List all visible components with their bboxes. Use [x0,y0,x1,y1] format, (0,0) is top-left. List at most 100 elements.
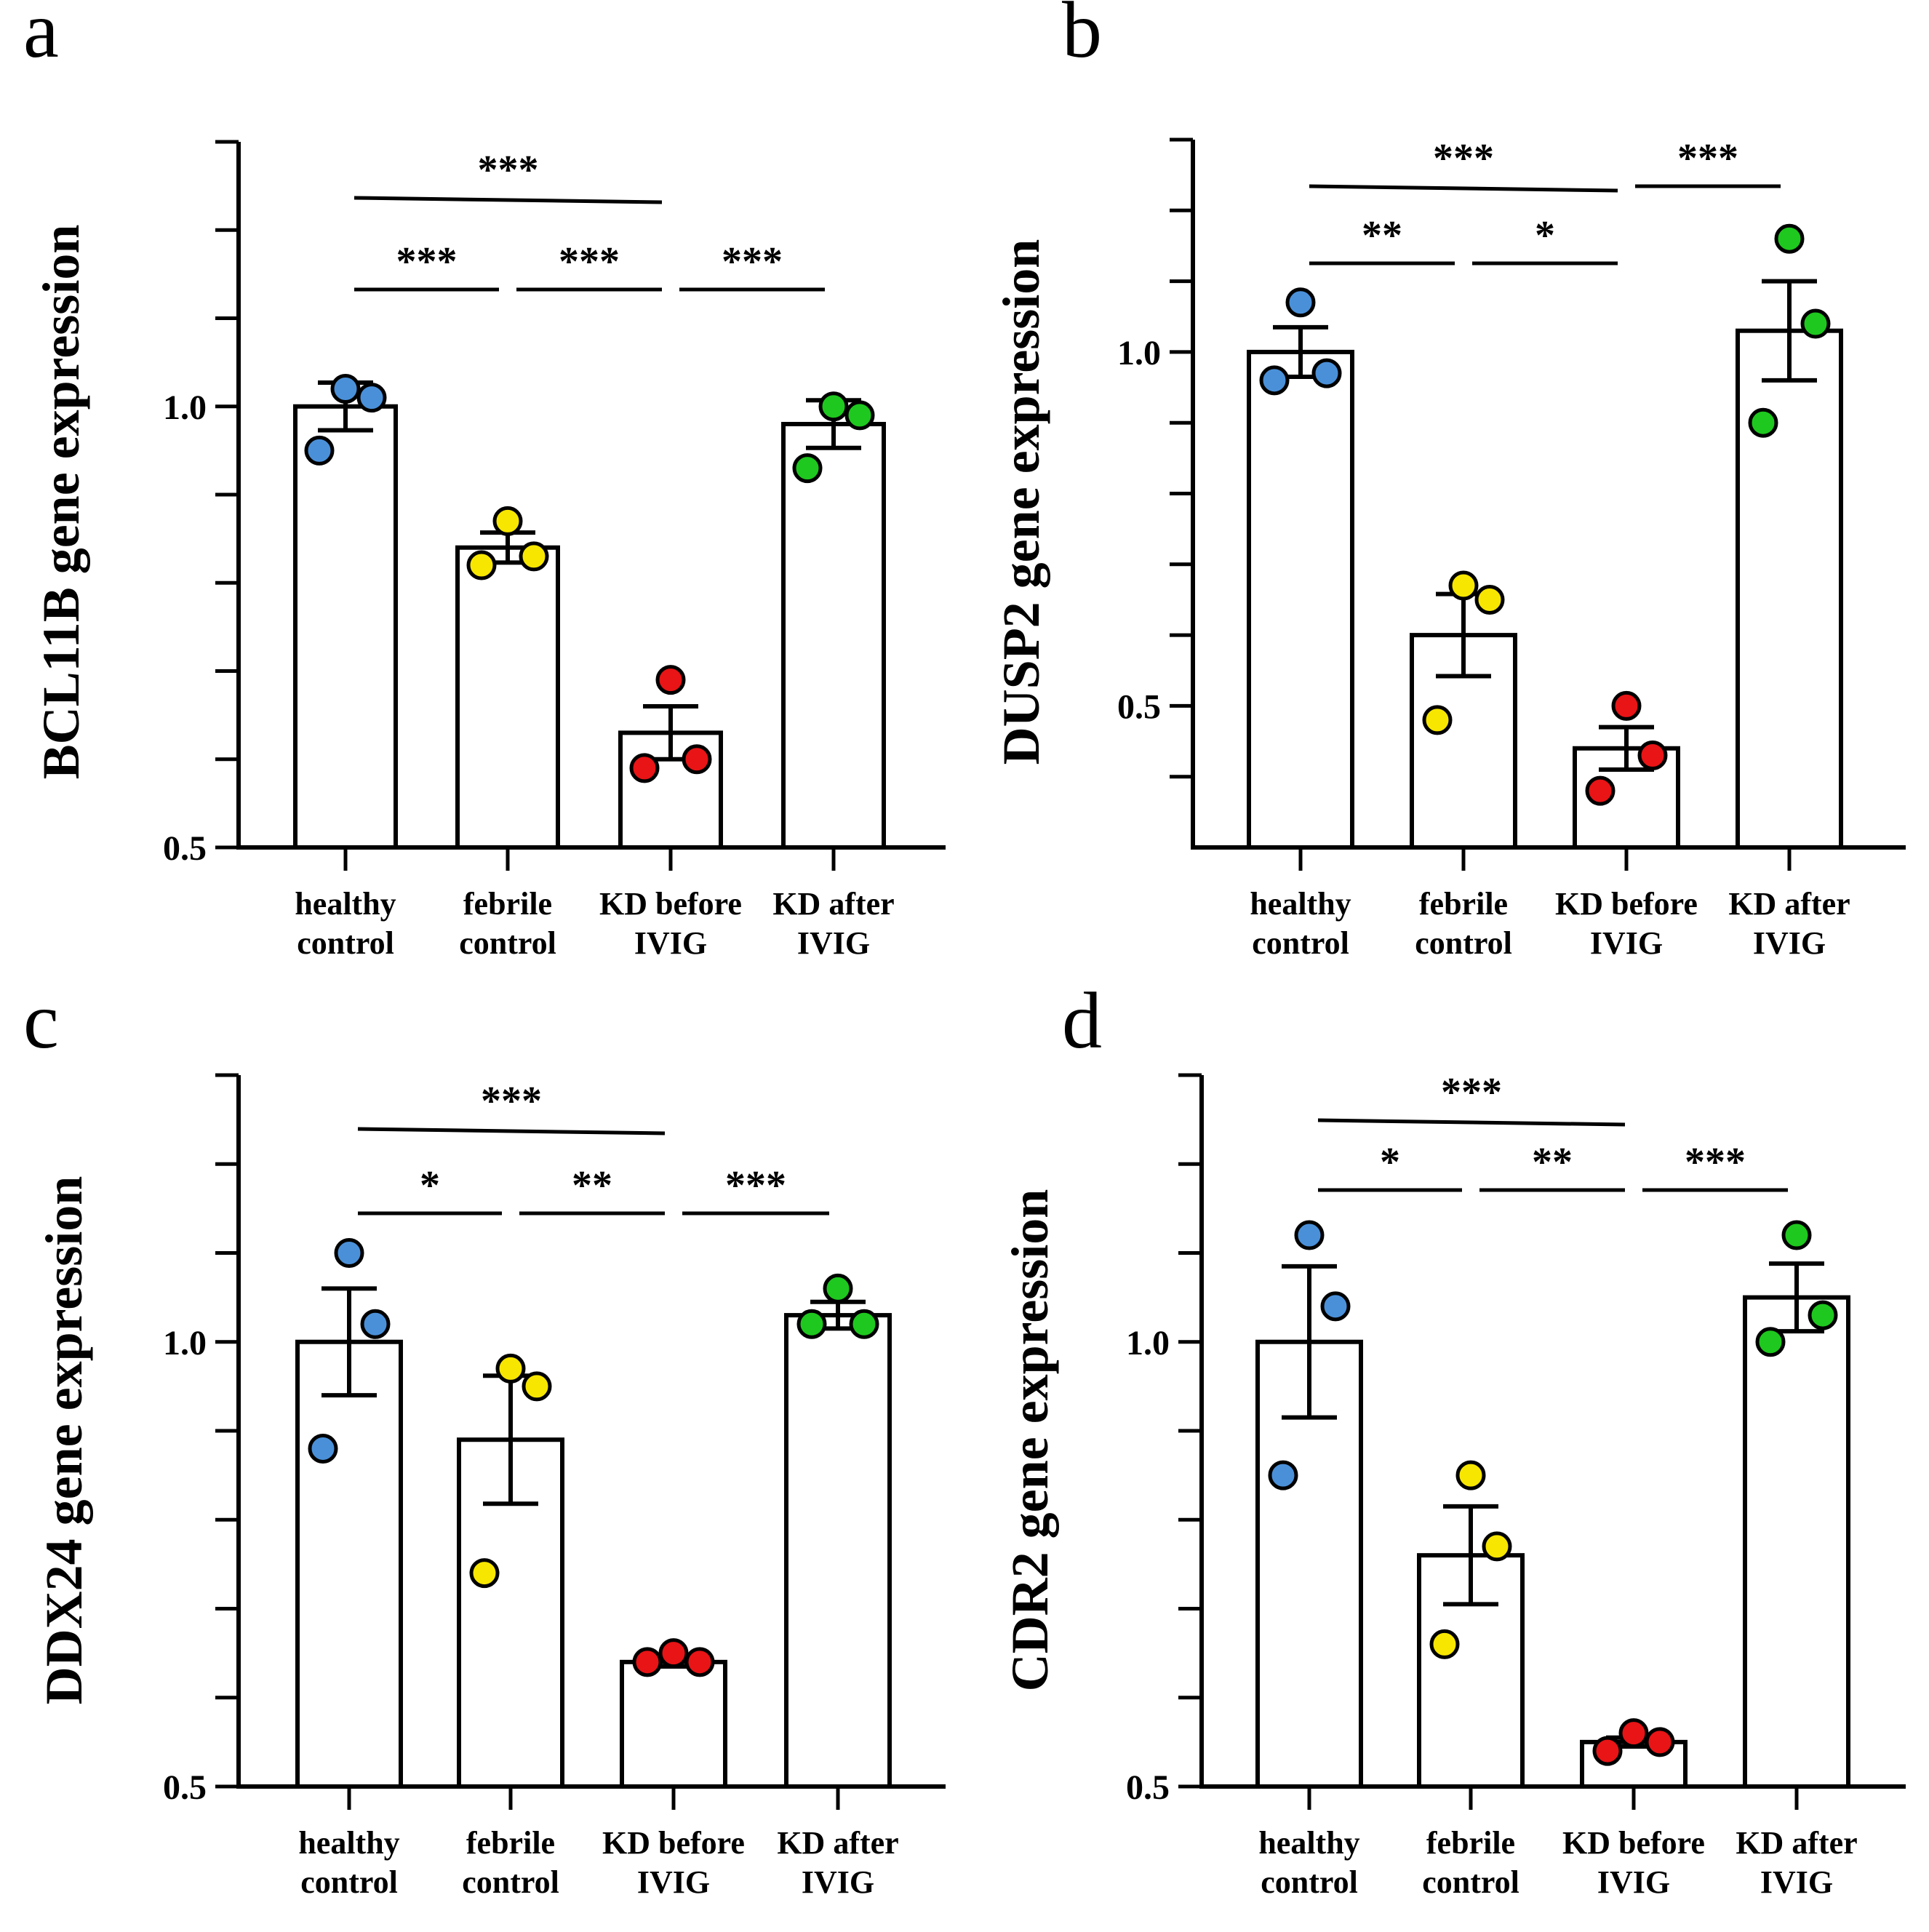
bar [1247,349,1354,850]
data-point [818,391,849,422]
significance-label: *** [396,239,458,284]
data-point [1259,365,1290,396]
panel-letter: c [23,976,59,1065]
panel-letter: b [1062,0,1102,74]
data-point [1611,690,1642,721]
x-tick-label: IVIG [1590,925,1663,961]
y-tick-label: 1.0 [1117,334,1161,372]
data-point [1311,358,1342,388]
data-point [629,753,660,783]
y-tick-label: 0.5 [163,829,207,868]
panel-letter: a [23,0,59,74]
data-point [1618,1718,1649,1749]
significance-label: ** [1362,213,1402,258]
data-point [334,1238,364,1268]
x-tick-label: febrile [466,1825,555,1861]
significance-label: * [1380,1140,1400,1185]
x-tick-label: IVIG [634,925,707,961]
x-tick-label: control [300,1864,398,1900]
data-point [1800,308,1831,339]
data-point [1448,570,1479,601]
significance-label: ** [1532,1140,1573,1185]
data-point [519,541,549,572]
x-tick-label: IVIG [797,925,870,961]
significance-label: * [1535,213,1555,258]
x-tick-label: IVIG [637,1864,710,1900]
data-point [466,550,497,580]
data-point [360,1309,391,1339]
x-tick-label: control [1415,925,1512,961]
y-tick-label: 0.5 [163,1768,207,1807]
data-point [684,1647,715,1677]
data-point [632,1647,663,1677]
x-tick-label: IVIG [1597,1864,1670,1900]
y-tick-label: 1.0 [1126,1324,1170,1362]
y-axis-title: DUSP2 gene expression [992,239,1050,765]
data-point [655,665,686,695]
significance-line [1309,184,1618,193]
data-point [1294,1220,1325,1250]
data-point [1268,1460,1298,1490]
data-point [1645,1727,1675,1757]
x-tick-label: control [462,1864,559,1900]
significance-label: ** [572,1163,612,1208]
y-axis-title: CDR2 gene expression [1001,1189,1059,1692]
significance-line [354,196,663,204]
bar [455,545,560,850]
bar [1736,328,1843,850]
data-point [495,1353,526,1384]
data-point [1422,705,1453,735]
significance-line [1317,1118,1626,1127]
significance-label: *** [1685,1140,1746,1185]
data-point [658,1638,689,1669]
x-tick-label: healthy [1258,1825,1359,1861]
data-point [1637,741,1668,771]
bar [295,1339,403,1789]
data-point [1285,287,1316,318]
data-point [1748,407,1778,438]
x-tick-label: control [459,925,556,961]
data-point [1482,1531,1512,1562]
y-tick-label: 0.5 [1126,1768,1170,1807]
data-point [1429,1629,1460,1659]
x-tick-label: febrile [1426,1825,1515,1861]
bar [1743,1295,1850,1789]
data-point [1755,1327,1786,1357]
x-tick-label: KD after [777,1825,898,1861]
x-tick-label: control [1422,1864,1519,1900]
bar [784,1313,892,1789]
x-tick-label: KD before [602,1825,745,1861]
bar [293,404,398,850]
x-tick-label: control [1252,925,1349,961]
x-tick-label: healthy [295,886,396,922]
x-tick-label: control [297,925,394,961]
significance-label: *** [1677,136,1738,181]
x-tick-label: IVIG [1760,1864,1833,1900]
y-axis-title: DDX24 gene expression [35,1176,93,1705]
significance-label: *** [725,1163,786,1208]
significance-label: *** [722,239,783,284]
data-point [792,453,823,484]
data-point [1781,1220,1812,1250]
x-tick-label: KD after [772,886,894,922]
data-point [844,400,875,431]
bar [620,1659,727,1789]
data-point [1592,1736,1623,1766]
significance-line [357,1127,666,1135]
x-tick-label: KD before [1555,886,1698,922]
significance-label: *** [1433,136,1494,181]
y-tick-label: 0.5 [1117,687,1161,726]
y-axis-title: BCL11B gene expression [32,225,90,780]
data-point [330,374,361,404]
significance-label: * [420,1163,440,1208]
x-tick-label: febrile [463,886,552,922]
x-tick-label: KD before [599,886,742,922]
data-point [682,744,712,775]
data-point [796,1309,827,1339]
data-point [1774,223,1805,254]
x-tick-label: healthy [1250,886,1351,922]
data-point [1808,1300,1838,1330]
